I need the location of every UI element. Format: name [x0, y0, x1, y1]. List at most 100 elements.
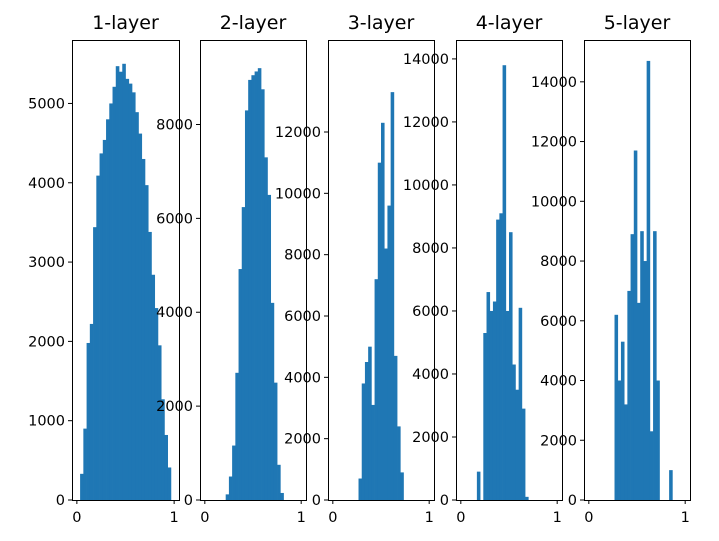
y-tick-label: 8000: [540, 254, 577, 270]
histogram-bar: [80, 473, 84, 500]
histogram-bar: [397, 426, 401, 500]
y-tick-label: 0: [568, 493, 577, 509]
axes-frame: [584, 40, 691, 501]
axes-frame: [200, 40, 307, 501]
histogram-bar: [161, 399, 165, 500]
histogram-bar: [138, 133, 143, 500]
histogram-bar: [496, 219, 500, 500]
histogram-bar: [649, 431, 654, 500]
histogram-bar: [264, 157, 268, 500]
histogram-bar: [157, 345, 162, 500]
y-tick-label: 4000: [284, 370, 321, 386]
histogram-bar: [361, 383, 366, 500]
histogram-bar: [254, 71, 259, 500]
x-tick-label: 1: [297, 510, 306, 526]
panel-title: 3-layer: [348, 12, 415, 34]
histogram-bar: [364, 362, 369, 500]
y-tick-label: 0: [56, 493, 65, 509]
y-tick-label: 8000: [412, 241, 449, 257]
histogram-bar: [131, 92, 136, 500]
histogram-bar: [502, 65, 507, 501]
histogram-bar: [630, 234, 635, 500]
histogram-bar: [368, 346, 372, 500]
y-tick-label: 8000: [284, 248, 321, 264]
histogram-bar: [122, 63, 126, 500]
histogram-bar: [167, 467, 172, 500]
y-tick-label: 3000: [28, 255, 65, 271]
histogram-bar: [617, 380, 622, 500]
histogram-bar: [164, 434, 168, 500]
histogram-bar: [381, 122, 385, 501]
histogram-bar: [627, 290, 631, 500]
histogram-bar: [93, 227, 97, 501]
histogram-bar: [148, 231, 152, 500]
histogram-bar: [238, 269, 243, 500]
histogram-bar: [669, 470, 673, 500]
histogram-bar: [154, 308, 159, 500]
histogram-bar: [624, 404, 628, 500]
y-tick-label: 10000: [403, 178, 449, 194]
histogram-bar: [257, 68, 262, 500]
panel-title: 4-layer: [476, 12, 543, 34]
y-tick-label: 2000: [540, 433, 577, 449]
y-tick-label: 4000: [156, 305, 193, 321]
histogram-bar: [235, 372, 239, 500]
histogram-bar: [515, 389, 519, 500]
histogram-bar: [371, 404, 375, 500]
y-tick-label: 12000: [531, 135, 577, 151]
histogram-bar: [83, 428, 87, 500]
y-tick-label: 5000: [28, 96, 65, 112]
histogram-bar: [144, 185, 149, 500]
histogram-bar: [261, 89, 265, 500]
y-tick-label: 10000: [275, 186, 321, 202]
histogram-bar: [518, 307, 523, 500]
histogram-bar: [483, 333, 487, 500]
histogram-bar: [125, 78, 130, 501]
histogram-bar: [390, 92, 395, 500]
y-tick-label: 10000: [531, 194, 577, 210]
x-tick-label: 1: [681, 510, 690, 526]
histogram-bar: [112, 86, 117, 500]
y-tick-label: 12000: [403, 115, 449, 131]
histogram-bar: [86, 342, 91, 500]
histogram-bar: [653, 231, 657, 501]
x-tick-label: 1: [425, 510, 434, 526]
panel-title: 1-layer: [92, 12, 159, 34]
histogram-bar: [241, 207, 246, 500]
histogram-bar: [377, 162, 382, 501]
histogram-bar: [135, 112, 139, 501]
histogram-bar: [633, 150, 638, 500]
y-tick-label: 4000: [540, 374, 577, 390]
histogram-bar: [499, 213, 503, 501]
y-tick-label: 6000: [540, 314, 577, 330]
histogram-bar: [115, 66, 120, 501]
histogram-bar: [358, 478, 363, 500]
y-tick-label: 2000: [412, 430, 449, 446]
histogram-panel-1: 0 1 0 1000 2000 3000 4000 5000 1-layer: [28, 12, 180, 526]
histogram-bar: [489, 310, 494, 500]
x-tick-label: 0: [584, 510, 593, 526]
histogram-bar: [400, 472, 404, 500]
y-tick-label: 14000: [403, 52, 449, 68]
histogram-bar: [280, 492, 284, 500]
x-tick-label: 0: [72, 510, 81, 526]
histogram-bar: [656, 380, 660, 500]
histogram-bar: [119, 71, 123, 500]
histogram-bar: [505, 310, 510, 500]
x-tick-label: 0: [328, 510, 337, 526]
y-tick-label: 6000: [284, 309, 321, 325]
histogram-bar: [646, 60, 651, 500]
panel-title: 5-layer: [604, 12, 671, 34]
y-tick-label: 4000: [28, 176, 65, 192]
histogram-bar: [637, 302, 641, 500]
histogram-bar: [228, 476, 233, 500]
histogram-bar: [270, 302, 275, 500]
histogram-bar: [232, 445, 236, 500]
y-tick-label: 2000: [156, 399, 193, 415]
histogram-bar: [244, 110, 249, 500]
histogram-bar: [96, 175, 100, 500]
histogram-bar: [512, 364, 516, 500]
